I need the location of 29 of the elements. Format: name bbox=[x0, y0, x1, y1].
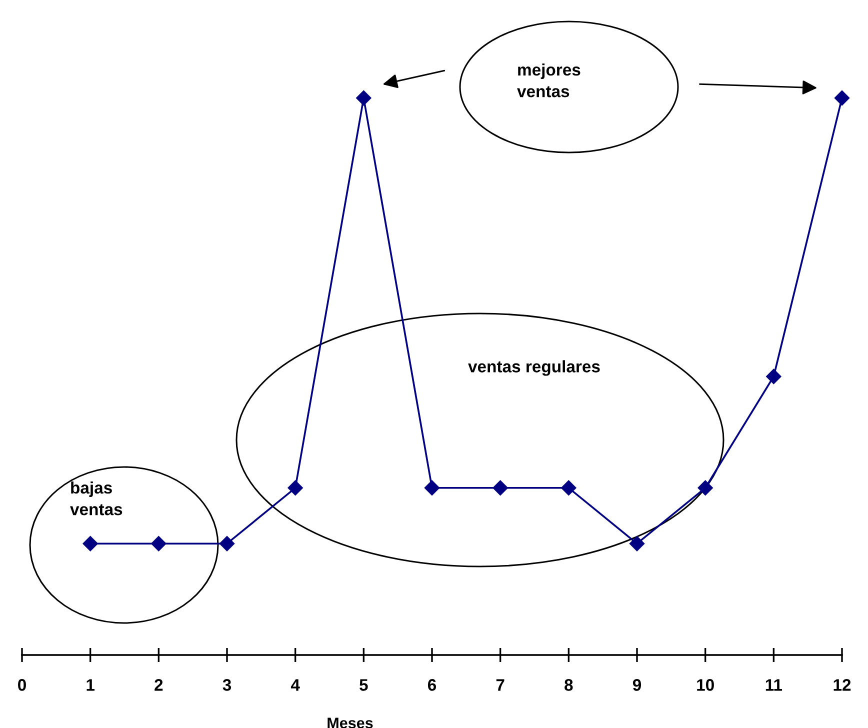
point bbox=[561, 480, 576, 496]
point bbox=[82, 536, 98, 552]
point bbox=[424, 480, 440, 496]
x-tick-label: 0 bbox=[18, 679, 26, 691]
x-tick-label: 12 bbox=[834, 679, 851, 691]
x-axis-title: Meses bbox=[328, 718, 373, 728]
x-tick-label: 1 bbox=[86, 679, 95, 691]
point bbox=[766, 368, 782, 384]
point bbox=[492, 480, 508, 496]
x-tick-label: 6 bbox=[428, 679, 436, 691]
x-tick-label: 10 bbox=[697, 679, 714, 691]
annotation: bajas ventas bbox=[70, 481, 122, 516]
x-tick-label: 4 bbox=[290, 679, 300, 691]
x-tick-label: 11 bbox=[766, 679, 782, 691]
point bbox=[834, 90, 850, 106]
x-tick-label: 8 bbox=[564, 679, 573, 691]
point bbox=[698, 480, 713, 496]
point bbox=[356, 90, 372, 106]
point bbox=[629, 536, 645, 552]
x-tick-label: 3 bbox=[222, 679, 232, 691]
point bbox=[151, 536, 166, 552]
point bbox=[219, 536, 235, 552]
annotation: ventas regulares bbox=[468, 360, 600, 376]
x-tick-label: 9 bbox=[632, 679, 642, 691]
x-tick-label: 7 bbox=[496, 679, 504, 691]
x-tick-label: 2 bbox=[154, 679, 163, 691]
x-tick-label: 5 bbox=[360, 679, 368, 691]
text: mejores ventas bbox=[517, 63, 580, 98]
point bbox=[288, 480, 303, 496]
